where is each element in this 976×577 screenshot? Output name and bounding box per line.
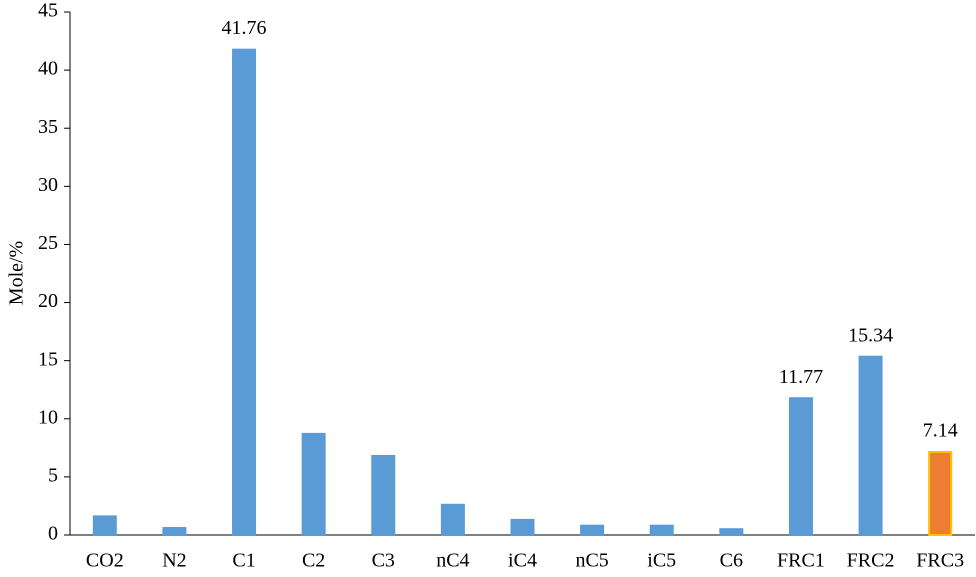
y-tick-label: 35 <box>38 116 58 138</box>
bar <box>301 432 326 536</box>
y-tick-label: 5 <box>48 464 58 486</box>
x-tick-label: N2 <box>162 550 186 572</box>
y-tick-label: 25 <box>38 232 58 254</box>
x-tick-label: C3 <box>372 550 395 572</box>
y-axis-label: Mole/% <box>6 241 28 305</box>
bar <box>858 355 883 536</box>
y-tick-label: 20 <box>38 290 58 312</box>
bar <box>719 528 744 537</box>
bar <box>92 515 117 536</box>
y-tick-label: 45 <box>38 0 58 22</box>
bar <box>649 524 674 536</box>
x-tick-label: C2 <box>302 550 325 572</box>
data-label: 41.76 <box>222 17 267 39</box>
bar <box>928 451 953 536</box>
x-tick-label: nC4 <box>436 550 469 572</box>
y-tick-label: 30 <box>38 174 58 196</box>
bar <box>440 503 465 537</box>
x-tick-label: iC4 <box>508 550 537 572</box>
data-label: 15.34 <box>848 324 893 346</box>
x-tick-label: FRC2 <box>847 550 895 572</box>
y-tick-label: 0 <box>48 523 58 545</box>
bar <box>510 518 535 537</box>
data-label: 7.14 <box>923 420 958 442</box>
bar <box>788 397 813 536</box>
data-label: 11.77 <box>779 366 823 388</box>
bar <box>580 524 605 536</box>
x-tick-label: CO2 <box>86 550 124 572</box>
y-tick-label: 15 <box>38 348 58 370</box>
bar <box>232 48 257 536</box>
x-tick-label: C6 <box>720 550 743 572</box>
y-tick-label: 40 <box>38 58 58 80</box>
x-tick-label: FRC3 <box>916 550 964 572</box>
x-tick-label: nC5 <box>575 550 608 572</box>
bar <box>371 454 396 537</box>
bar <box>162 527 187 537</box>
y-tick-label: 10 <box>38 406 58 428</box>
x-tick-label: FRC1 <box>777 550 825 572</box>
x-tick-label: C1 <box>232 550 255 572</box>
x-tick-label: iC5 <box>647 550 676 572</box>
